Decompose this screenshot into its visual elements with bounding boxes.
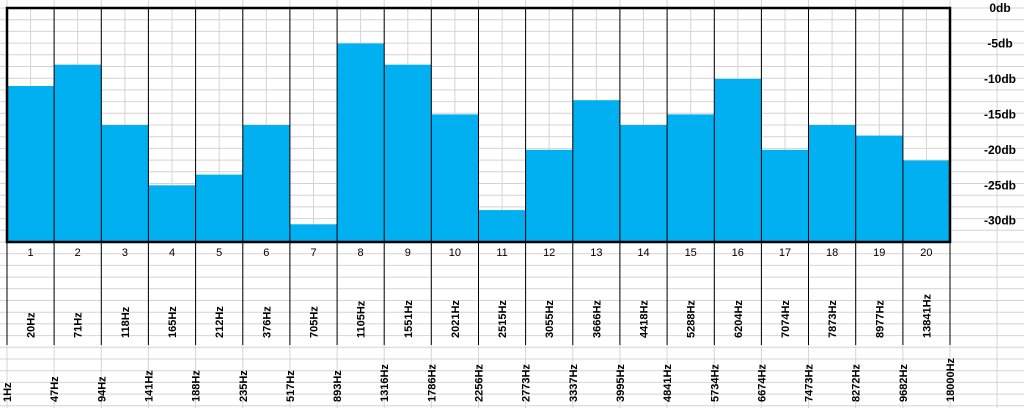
y-tick-label: -5db xyxy=(987,37,1012,51)
band-number-label: 10 xyxy=(449,247,461,259)
center-frequency-label: 3055Hz xyxy=(544,300,556,338)
bar-band-10 xyxy=(431,114,479,242)
y-tick-label: -15db xyxy=(984,107,1016,121)
center-frequency-label: 2515Hz xyxy=(497,300,509,338)
band-number-label: 17 xyxy=(779,247,791,259)
band-edge-label: 47Hz xyxy=(49,376,61,402)
bar-band-3 xyxy=(101,125,149,242)
center-frequency-label: 1105Hz xyxy=(356,300,368,338)
band-number-label: 11 xyxy=(496,247,507,259)
bar-band-13 xyxy=(572,100,620,242)
band-edge-label: 6674Hz xyxy=(756,364,768,402)
band-edge-label: 94Hz xyxy=(96,376,108,402)
center-frequency-label: 71Hz xyxy=(73,312,85,338)
y-tick-label: -30db xyxy=(984,214,1016,228)
center-frequency-label: 7074Hz xyxy=(780,300,792,338)
band-number-label: 3 xyxy=(122,247,128,259)
center-frequency-label: 5288Hz xyxy=(686,300,698,338)
band-number-label: 18 xyxy=(826,247,838,259)
band-number-label: 15 xyxy=(685,247,697,259)
center-frequency-label: 2021Hz xyxy=(450,300,462,338)
center-frequency-label: 4418Hz xyxy=(639,300,651,338)
center-frequency-label: 118Hz xyxy=(120,306,132,338)
band-number-label: 5 xyxy=(216,247,222,259)
band-edge-label: 1Hz xyxy=(2,382,14,402)
bar-band-14 xyxy=(619,125,667,242)
bar-band-5 xyxy=(195,174,243,242)
band-number-label: 14 xyxy=(637,247,649,259)
band-edge-label: 9682Hz xyxy=(898,364,910,402)
band-number-label: 16 xyxy=(732,247,744,259)
center-frequency-label: 20Hz xyxy=(26,312,38,338)
bar-band-20 xyxy=(902,160,950,242)
band-edge-label: 3337Hz xyxy=(568,364,580,402)
center-frequency-label: 165Hz xyxy=(167,306,179,338)
center-frequency-label: 8977Hz xyxy=(874,300,886,338)
bar-band-4 xyxy=(148,185,196,242)
y-tick-label: -10db xyxy=(984,72,1016,86)
band-edge-label: 1786Hz xyxy=(426,364,438,402)
center-frequency-label: 7873Hz xyxy=(827,300,839,338)
band-edge-label: 2256Hz xyxy=(474,364,486,402)
y-tick-label: -20db xyxy=(984,143,1016,157)
band-edge-label: 4841Hz xyxy=(662,364,674,402)
band-number-label: 20 xyxy=(920,247,932,259)
bar-band-12 xyxy=(525,149,573,242)
band-number-label: 13 xyxy=(590,247,602,259)
band-edge-label: 188Hz xyxy=(191,370,203,402)
band-edge-label: 5734Hz xyxy=(709,364,721,402)
bar-band-7 xyxy=(289,224,337,242)
center-frequency-label: 1551Hz xyxy=(403,300,415,338)
center-frequency-label: 212Hz xyxy=(214,306,226,338)
center-frequency-label: 6204Hz xyxy=(733,300,745,338)
band-edge-label: 2773Hz xyxy=(521,364,533,402)
band-edge-label: 3995Hz xyxy=(615,364,627,402)
band-edge-label: 517Hz xyxy=(285,370,297,402)
center-frequency-label: 376Hz xyxy=(261,306,273,338)
bar-band-16 xyxy=(714,78,762,243)
band-number-label: 2 xyxy=(75,247,81,259)
band-number-label: 12 xyxy=(543,247,555,259)
bar-band-19 xyxy=(855,135,903,242)
center-frequency-label: 3666Hz xyxy=(591,300,603,338)
band-number-label: 1 xyxy=(28,247,34,259)
bar-band-18 xyxy=(808,125,856,242)
band-edge-label: 7473Hz xyxy=(804,364,816,402)
band-edge-label: 1316Hz xyxy=(379,364,391,402)
band-number-label: 7 xyxy=(310,247,316,259)
band-number-label: 4 xyxy=(169,247,175,259)
band-edge-label: 235Hz xyxy=(238,370,250,402)
band-number-label: 6 xyxy=(263,247,269,259)
y-tick-label: 0db xyxy=(989,1,1010,15)
band-edge-label: 18000Hz xyxy=(945,357,957,402)
band-number-label: 9 xyxy=(405,247,411,259)
bar-band-11 xyxy=(478,210,526,242)
y-tick-label: -25db xyxy=(984,178,1016,192)
bar-band-8 xyxy=(337,43,385,242)
bar-band-6 xyxy=(242,125,290,242)
center-frequency-label: 13841Hz xyxy=(921,293,933,338)
center-frequency-label: 705Hz xyxy=(309,306,321,338)
band-edge-label: 893Hz xyxy=(332,370,344,402)
bar-band-15 xyxy=(667,114,715,242)
band-edge-label: 141Hz xyxy=(143,370,155,402)
band-number-label: 19 xyxy=(873,247,885,259)
bar-band-1 xyxy=(7,86,55,242)
bar-band-2 xyxy=(54,64,102,242)
bar-band-9 xyxy=(384,64,432,242)
band-edge-label: 8272Hz xyxy=(851,364,863,402)
bar-band-17 xyxy=(761,149,809,242)
band-number-label: 8 xyxy=(358,247,364,259)
